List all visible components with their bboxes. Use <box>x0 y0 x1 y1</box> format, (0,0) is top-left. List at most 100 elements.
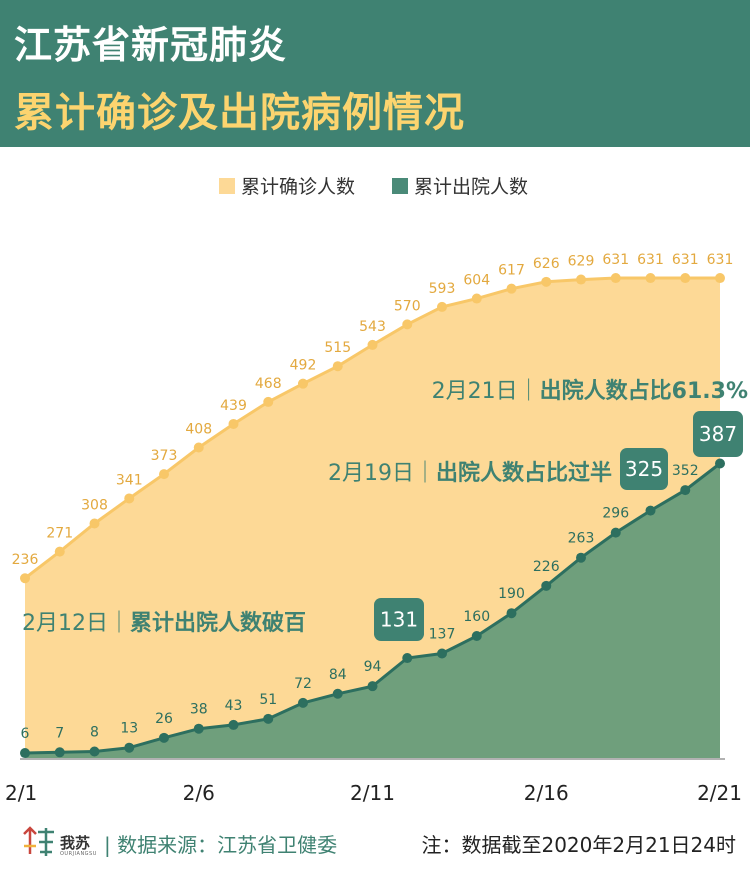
x-tick-label: 2/16 <box>524 781 569 805</box>
confirmed-point <box>20 573 30 584</box>
discharged-point <box>437 648 447 659</box>
annotation-description: 出院人数占比61.3% <box>540 378 748 404</box>
footer-note: 注：数据截至2020年2月21日24时 <box>421 833 736 857</box>
discharged-data-label: 6 <box>21 726 30 742</box>
discharged-data-label: 94 <box>364 659 382 675</box>
annotation-badge <box>374 598 424 641</box>
x-tick-label: 2/6 <box>183 781 215 805</box>
confirmed-data-label: 593 <box>429 281 456 297</box>
discharged-point <box>332 688 343 699</box>
annotation-badge-value: 387 <box>699 422 737 446</box>
annotation-text: 2月12日｜累计出院人数破百 <box>22 610 306 636</box>
discharged-data-label: 38 <box>190 702 208 718</box>
confirmed-point <box>124 493 135 504</box>
discharged-data-label: 72 <box>294 676 312 692</box>
confirmed-point <box>263 396 274 407</box>
annotation-description: 出院人数占比过半 <box>436 460 612 486</box>
discharged-point <box>54 747 65 758</box>
confirmed-point <box>193 442 204 453</box>
confirmed-point <box>437 301 447 312</box>
confirmed-data-label: 570 <box>394 298 421 314</box>
legend-label-confirmed: 累计确诊人数 <box>241 176 356 198</box>
discharged-point <box>367 681 378 692</box>
discharged-data-label: 8 <box>90 725 99 741</box>
discharged-data-label: 226 <box>533 559 560 575</box>
discharged-point <box>159 732 169 743</box>
legend-item-confirmed: 累计确诊人数 <box>219 172 355 199</box>
discharged-data-label: 7 <box>55 725 64 741</box>
legend-swatch-confirmed <box>219 177 235 194</box>
confirmed-data-label: 341 <box>116 472 143 488</box>
discharged-point <box>89 746 100 757</box>
discharged-point <box>263 713 274 724</box>
annotation-badge-value: 325 <box>625 457 663 481</box>
discharged-point <box>506 608 517 619</box>
confirmed-data-label: 408 <box>185 422 212 438</box>
annotation-badge <box>693 411 743 457</box>
discharged-point <box>541 580 552 591</box>
confirmed-data-label: 515 <box>324 340 351 356</box>
annotation-date: 2月12日｜ <box>22 611 130 636</box>
discharged-data-label: 13 <box>120 721 138 737</box>
discharged-point <box>20 748 30 759</box>
discharged-point <box>715 458 725 469</box>
footer-brand-sub: OURJIANGSU <box>60 851 97 857</box>
ourjiangsu-logo-icon <box>23 826 54 856</box>
discharged-point <box>576 552 586 563</box>
confirmed-data-label: 631 <box>602 252 629 268</box>
confirmed-data-label: 626 <box>533 256 560 272</box>
discharged-area <box>25 463 720 758</box>
discharged-data-label: 296 <box>602 506 629 522</box>
annotation-badge-value: 131 <box>380 608 418 632</box>
confirmed-point <box>610 273 621 284</box>
confirmed-point <box>541 276 552 287</box>
confirmed-data-label: 604 <box>463 273 490 289</box>
annotation-date: 2月21日｜ <box>432 379 540 404</box>
x-tick-label: 2/21 <box>697 781 742 805</box>
confirmed-point <box>576 274 586 285</box>
discharged-point <box>680 485 691 496</box>
confirmed-point <box>54 546 65 557</box>
confirmed-point <box>228 418 239 429</box>
discharged-point <box>645 505 656 516</box>
page-title: 江苏省新冠肺炎 <box>14 23 288 67</box>
annotation-date: 2月19日｜ <box>328 461 436 486</box>
confirmed-point <box>680 273 691 284</box>
annotation-description: 累计出院人数破百 <box>130 610 306 636</box>
confirmed-point <box>471 293 482 304</box>
legend-swatch-discharged <box>392 177 408 194</box>
discharged-data-label: 137 <box>429 626 456 642</box>
confirmed-data-label: 631 <box>672 252 699 268</box>
confirmed-point <box>332 361 343 372</box>
annotation-badge <box>620 448 668 490</box>
confirmed-data-label: 492 <box>290 358 317 374</box>
discharged-point <box>228 719 239 730</box>
confirmed-data-label: 543 <box>359 319 386 335</box>
confirmed-point <box>367 339 378 350</box>
discharged-data-label: 26 <box>155 711 173 727</box>
confirmed-data-label: 439 <box>220 398 247 414</box>
confirmed-data-label: 631 <box>637 252 664 268</box>
footer-source: | 数据来源：江苏省卫健委 <box>104 833 338 857</box>
chart-legend: 累计确诊人数 累计出院人数 <box>0 172 750 206</box>
annotation-text: 2月21日｜出院人数占比61.3% <box>432 378 748 404</box>
discharged-point <box>610 527 621 538</box>
discharged-point <box>298 697 308 708</box>
x-tick-label: 2/1 <box>5 781 37 805</box>
x-tick-label: 2/11 <box>350 781 395 805</box>
discharged-data-label: 190 <box>498 586 525 602</box>
legend-item-discharged: 累计出院人数 <box>392 172 528 199</box>
confirmed-point <box>402 319 413 330</box>
discharged-point <box>193 723 204 734</box>
confirmed-data-label: 271 <box>46 526 73 542</box>
confirmed-point <box>506 283 517 294</box>
discharged-point <box>124 742 135 753</box>
discharged-data-label: 263 <box>568 531 595 547</box>
legend-label-discharged: 累计出院人数 <box>414 176 529 198</box>
page-subtitle: 累计确诊及出院病例情况 <box>14 90 465 136</box>
confirmed-point <box>645 273 656 284</box>
confirmed-data-label: 236 <box>12 552 39 568</box>
discharged-data-label: 43 <box>225 698 243 714</box>
annotation-text: 2月19日｜出院人数占比过半 <box>328 460 612 486</box>
